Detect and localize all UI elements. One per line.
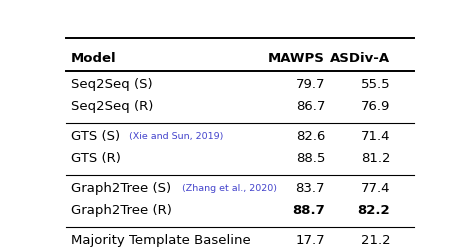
Text: 83.7: 83.7 (296, 182, 325, 194)
Text: (Xie and Sun, 2019): (Xie and Sun, 2019) (129, 132, 223, 140)
Text: (Zhang et al., 2020): (Zhang et al., 2020) (183, 183, 278, 192)
Text: GTS (S): GTS (S) (71, 130, 120, 142)
Text: Seq2Seq (R): Seq2Seq (R) (71, 100, 154, 112)
Text: Graph2Tree (R): Graph2Tree (R) (71, 204, 172, 216)
Text: 88.7: 88.7 (292, 204, 325, 216)
Text: MAWPS: MAWPS (268, 52, 325, 64)
Text: 77.4: 77.4 (361, 182, 390, 194)
Text: ASDiv-A: ASDiv-A (330, 52, 390, 64)
Text: 82.6: 82.6 (296, 130, 325, 142)
Text: 71.4: 71.4 (361, 130, 390, 142)
Text: GTS (R): GTS (R) (71, 152, 121, 164)
Text: 82.2: 82.2 (358, 204, 390, 216)
Text: 86.7: 86.7 (296, 100, 325, 112)
Text: 21.2: 21.2 (361, 233, 390, 246)
Text: 79.7: 79.7 (296, 78, 325, 90)
Text: 76.9: 76.9 (361, 100, 390, 112)
Text: 17.7: 17.7 (295, 233, 325, 246)
Text: Seq2Seq (S): Seq2Seq (S) (71, 78, 153, 90)
Text: Model: Model (71, 52, 117, 64)
Text: Graph2Tree (S): Graph2Tree (S) (71, 182, 171, 194)
Text: Majority Template Baseline: Majority Template Baseline (71, 233, 251, 246)
Text: 55.5: 55.5 (361, 78, 390, 90)
Text: 81.2: 81.2 (361, 152, 390, 164)
Text: 88.5: 88.5 (296, 152, 325, 164)
